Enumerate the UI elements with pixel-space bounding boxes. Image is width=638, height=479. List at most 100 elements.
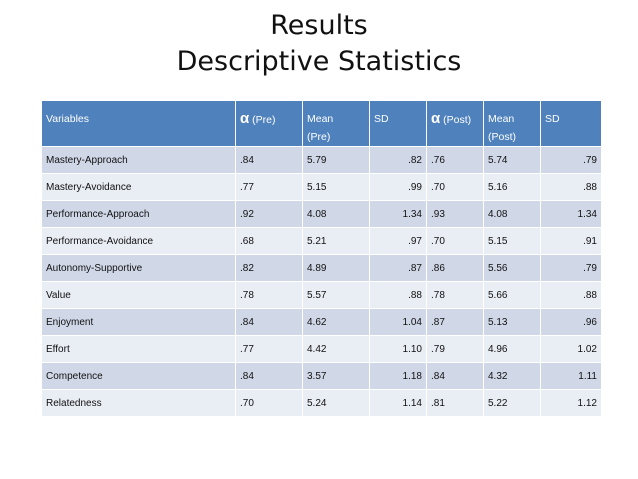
cell-variable: Autonomy-Supportive [41,254,236,282]
header-mean-pre-line1: Mean [307,113,334,125]
cell-sd-post: .88 [540,173,602,201]
table-row: Competence .84 3.57 1.18.84 4.32 1.11 [41,362,602,390]
cell-mean-pre: 4.89 [302,254,370,282]
header-variables: Variables [41,100,236,147]
cell-mean-pre: 5.15 [302,173,370,201]
cell-alpha-pre: .82 [235,254,303,282]
header-mean-post-line2: (Post) [488,131,517,143]
cell-alpha-post: .93 [426,200,484,228]
cell-sd-post: .79 [540,146,602,174]
header-mean-pre: Mean (Pre) [302,100,370,147]
header-mean-post: Mean (Post) [483,100,541,147]
cell-mean-pre: 4.62 [302,308,370,336]
table-row: Mastery-Approach .84 5.79.82.76 5.74.79 [41,146,602,174]
cell-alpha-pre: .84 [235,362,303,390]
cell-mean-pre: 5.21 [302,227,370,255]
cell-sd-pre: 1.04 [369,308,427,336]
descriptive-statistics-table: Variables α (Pre) Mean (Pre) SD α (Post)… [41,100,602,417]
table-row: Relatedness .70 5.24 1.14.81 5.22 1.12 [41,389,602,417]
cell-variable: Enjoyment [41,308,236,336]
cell-variable: Effort [41,335,236,363]
cell-mean-post: 5.74 [483,146,541,174]
cell-sd-post: .79 [540,254,602,282]
cell-mean-post: 5.16 [483,173,541,201]
cell-alpha-pre: .77 [235,335,303,363]
cell-sd-pre: .88 [369,281,427,309]
cell-sd-pre: 1.18 [369,362,427,390]
cell-mean-pre: 4.42 [302,335,370,363]
cell-mean-pre: 4.08 [302,200,370,228]
cell-sd-pre: 1.10 [369,335,427,363]
header-alpha-pre: α (Pre) [235,100,303,147]
cell-variable: Competence [41,362,236,390]
cell-alpha-post: .78 [426,281,484,309]
cell-alpha-pre: .68 [235,227,303,255]
alpha-symbol: α [431,110,441,127]
cell-sd-post: 1.12 [540,389,602,417]
slide-title: Results Descriptive Statistics [0,8,638,80]
header-alpha-post: α (Post) [426,100,484,147]
cell-sd-pre: 1.34 [369,200,427,228]
header-mean-pre-line2: (Pre) [307,131,331,143]
cell-mean-pre: 5.79 [302,146,370,174]
cell-sd-pre: .97 [369,227,427,255]
header-alpha-post-label: (Post) [443,114,472,126]
cell-sd-post: 1.02 [540,335,602,363]
cell-sd-pre: .99 [369,173,427,201]
table-header-row: Variables α (Pre) Mean (Pre) SD α (Post)… [41,100,602,147]
cell-sd-pre: .82 [369,146,427,174]
cell-alpha-post: .87 [426,308,484,336]
cell-alpha-pre: .70 [235,389,303,417]
cell-mean-post: 4.32 [483,362,541,390]
cell-sd-post: 1.34 [540,200,602,228]
cell-alpha-pre: .92 [235,200,303,228]
cell-alpha-post: .84 [426,362,484,390]
cell-sd-post: .91 [540,227,602,255]
cell-sd-post: .88 [540,281,602,309]
table-row: Performance-Avoidance .68 5.21.97.70 5.15.9… [41,227,602,255]
alpha-symbol: α [240,110,250,127]
cell-mean-post: 5.66 [483,281,541,309]
cell-alpha-pre: .77 [235,173,303,201]
header-mean-post-line1: Mean [488,113,515,125]
cell-variable: Mastery-Avoidance [41,173,236,201]
header-sd-pre: SD [369,100,427,147]
cell-mean-post: 5.13 [483,308,541,336]
cell-alpha-post: .79 [426,335,484,363]
header-sd-post: SD [540,100,602,147]
title-line-1: Results [270,10,368,41]
cell-alpha-post: .76 [426,146,484,174]
cell-mean-pre: 5.57 [302,281,370,309]
cell-mean-pre: 5.24 [302,389,370,417]
table-row: Effort .77 4.42 1.10.79 4.96 1.02 [41,335,602,363]
cell-sd-post: 1.11 [540,362,602,390]
cell-mean-post: 5.56 [483,254,541,282]
cell-mean-post: 5.15 [483,227,541,255]
cell-alpha-post: .81 [426,389,484,417]
cell-alpha-post: .86 [426,254,484,282]
cell-variable: Value [41,281,236,309]
table-row: Performance-Approach .92 4.08 1.34.93 4.08 1.… [41,200,602,228]
cell-sd-pre: .87 [369,254,427,282]
header-alpha-pre-label: (Pre) [252,114,276,126]
cell-alpha-post: .70 [426,173,484,201]
cell-sd-post: .96 [540,308,602,336]
cell-mean-post: 5.22 [483,389,541,417]
cell-variable: Performance-Avoidance [41,227,236,255]
cell-sd-pre: 1.14 [369,389,427,417]
cell-alpha-pre: .78 [235,281,303,309]
cell-mean-post: 4.96 [483,335,541,363]
cell-alpha-post: .70 [426,227,484,255]
title-line-2: Descriptive Statistics [176,46,462,77]
cell-variable: Performance-Approach [41,200,236,228]
cell-alpha-pre: .84 [235,308,303,336]
cell-variable: Mastery-Approach [41,146,236,174]
cell-variable: Relatedness [41,389,236,417]
cell-mean-post: 4.08 [483,200,541,228]
table-row: Autonomy-Supportive .82 4.89.87.86 5.56.79 [41,254,602,282]
table-row: Mastery-Avoidance .77 5.15.99.70 5.16.88 [41,173,602,201]
cell-mean-pre: 3.57 [302,362,370,390]
table-row: Enjoyment .84 4.62 1.04.87 5.13.96 [41,308,602,336]
table-row: Value .78 5.57.88.78 5.66.88 [41,281,602,309]
cell-alpha-pre: .84 [235,146,303,174]
